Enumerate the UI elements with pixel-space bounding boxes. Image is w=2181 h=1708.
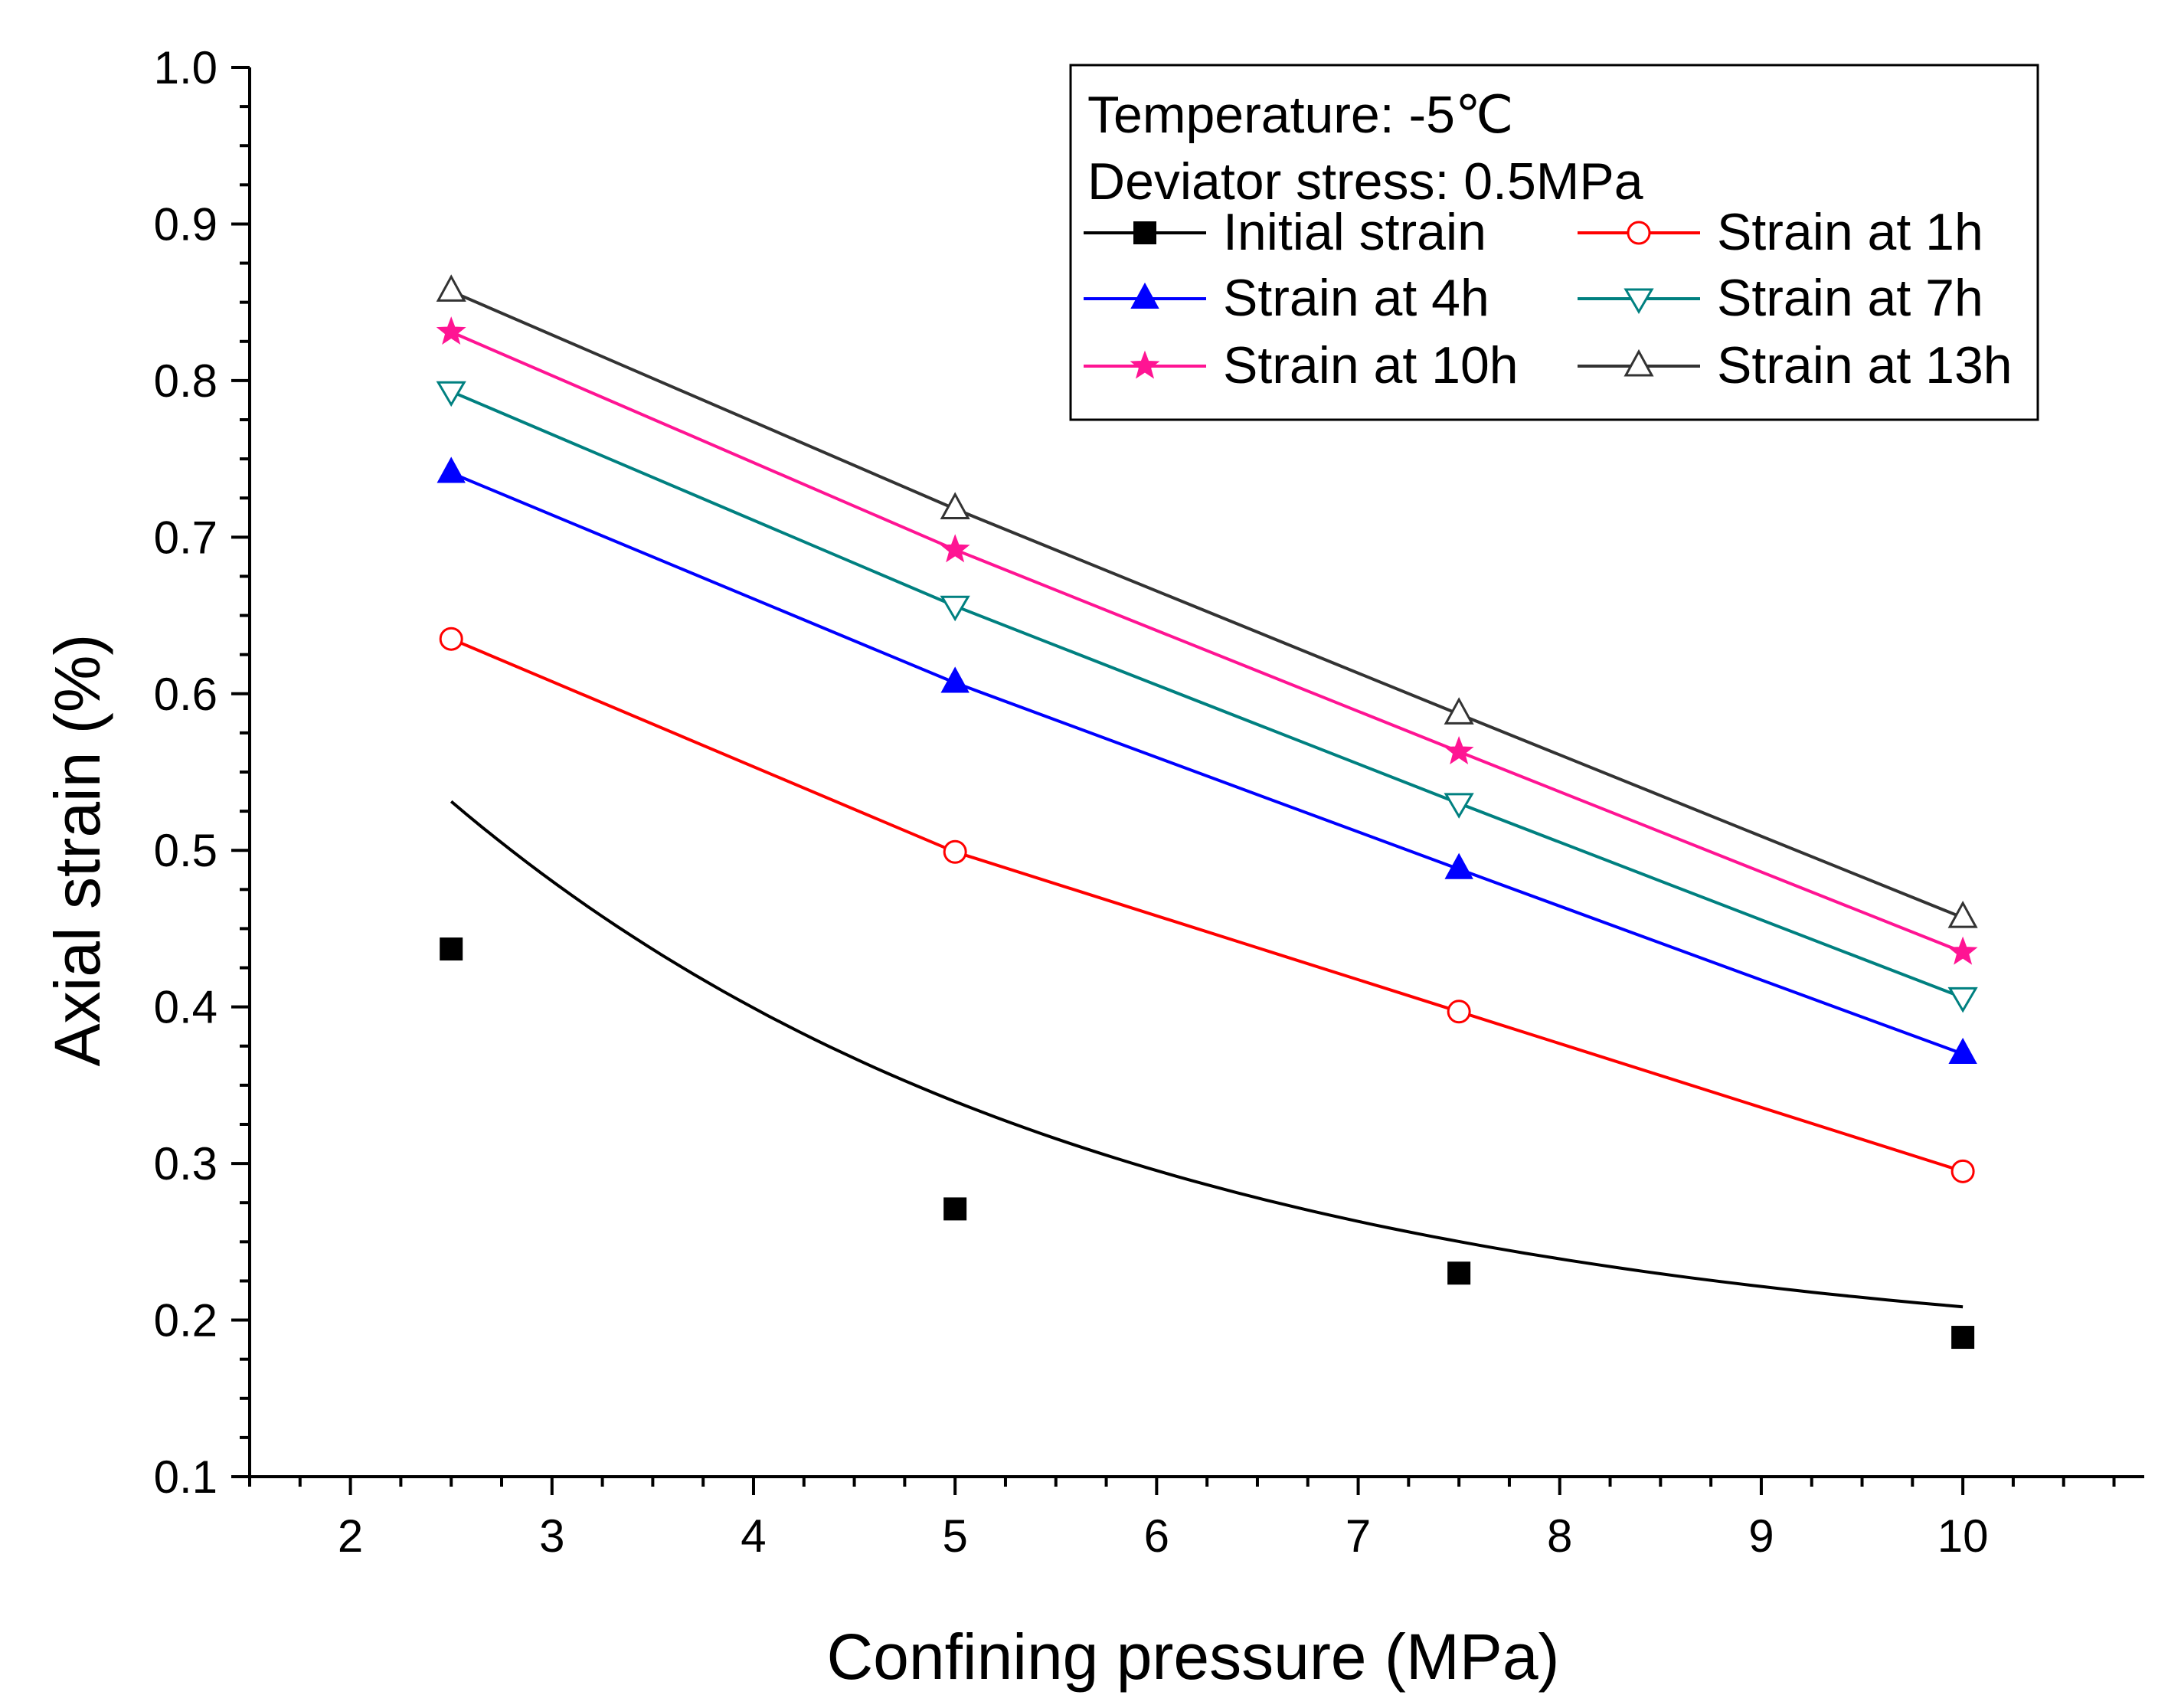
data-point	[943, 1197, 967, 1221]
legend-entry: Strain at 13h	[1578, 336, 2013, 394]
y-tick-label: 1.0	[154, 42, 217, 93]
y-tick-label: 0.5	[154, 825, 217, 876]
y-tick-label: 0.7	[154, 512, 217, 563]
data-point	[1447, 1261, 1471, 1285]
legend-marker	[1627, 221, 1651, 245]
legend-marker	[1623, 288, 1654, 314]
legend-label: Strain at 13h	[1717, 336, 2013, 394]
legend-marker	[1623, 348, 1654, 377]
legend-entry: Strain at 7h	[1578, 269, 1983, 327]
data-point	[940, 534, 970, 563]
series-line	[450, 800, 1964, 1309]
series-layer	[436, 274, 1978, 1350]
legend-entry: Initial strain	[1084, 203, 1486, 261]
series-strain-at-7h	[436, 381, 1978, 1013]
x-tick-label: 4	[741, 1510, 766, 1562]
y-tick-label: 0.2	[154, 1295, 217, 1346]
data-point	[1947, 936, 1978, 965]
y-tick-label: 0.4	[154, 982, 217, 1033]
x-tick-label: 8	[1547, 1510, 1572, 1562]
data-point	[940, 595, 970, 622]
data-point	[439, 627, 463, 651]
legend-label: Strain at 10h	[1223, 336, 1519, 394]
data-point	[436, 274, 466, 302]
x-tick-label: 6	[1144, 1510, 1169, 1562]
data-point	[1948, 1037, 1977, 1064]
series-initial-strain	[440, 800, 1975, 1350]
series-line	[450, 290, 1964, 919]
data-point	[943, 839, 967, 864]
data-point	[1947, 901, 1978, 928]
legend-label: Strain at 4h	[1223, 269, 1489, 327]
series-line	[450, 637, 1964, 1173]
data-point	[1444, 793, 1474, 819]
x-tick-label: 2	[338, 1510, 363, 1562]
x-tick-label: 9	[1748, 1510, 1774, 1562]
series-strain-at-4h	[437, 456, 1977, 1064]
data-point	[940, 492, 970, 520]
y-axis-title: Axial strain (%)	[41, 634, 113, 1067]
data-point	[1950, 1159, 1975, 1183]
data-point	[440, 937, 463, 961]
legend-label: Initial strain	[1223, 203, 1486, 261]
legend-entry: Strain at 4h	[1084, 269, 1489, 327]
series-line	[450, 390, 1964, 1000]
data-point	[1951, 1326, 1975, 1350]
x-axis-title: Confining pressure (MPa)	[826, 1621, 1559, 1693]
legend-marker	[1130, 350, 1160, 379]
data-point	[437, 456, 466, 483]
x-tick-label: 10	[1937, 1510, 1989, 1562]
series-line	[450, 330, 1964, 954]
x-tick-label: 3	[539, 1510, 564, 1562]
data-point	[940, 666, 970, 693]
y-tick-label: 0.8	[154, 355, 217, 407]
legend-annotation-temperature: Temperature: -5℃	[1087, 86, 1513, 144]
data-point	[436, 316, 466, 345]
x-tick-label: 5	[942, 1510, 967, 1562]
y-tick-label: 0.6	[154, 669, 217, 720]
series-strain-at-10h	[436, 316, 1978, 965]
data-point	[436, 381, 466, 407]
data-point	[1444, 697, 1474, 725]
series-line	[450, 471, 1964, 1055]
legend: Temperature: -5℃ Deviator stress: 0.5MPa…	[1069, 64, 2039, 421]
legend-marker	[1130, 282, 1159, 309]
y-tick-label: 0.3	[154, 1138, 217, 1189]
legend-marker	[1133, 221, 1156, 244]
legend-label: Strain at 7h	[1717, 269, 1983, 327]
axes: 2 3 4 5 6 7 8 9 10 0.1 0.2 0.3 0.4 0.5 0.6 0.7 0.8 0.9 1.0	[154, 42, 2144, 1562]
legend-label: Strain at 1h	[1717, 203, 1983, 261]
data-point	[1447, 1000, 1471, 1024]
legend-entry: Strain at 1h	[1578, 203, 1983, 261]
y-tick-label: 0.1	[154, 1451, 217, 1503]
legend-entry: Strain at 10h	[1084, 336, 1519, 394]
legend-annotation-deviator-stress: Deviator stress: 0.5MPa	[1087, 152, 1643, 211]
y-tick-label: 0.9	[154, 198, 217, 250]
x-tick-label: 7	[1346, 1510, 1371, 1562]
series-strain-at-1h	[439, 627, 1975, 1183]
data-point	[1444, 852, 1473, 879]
series-strain-at-13h	[436, 274, 1978, 928]
data-point	[1947, 987, 1978, 1013]
legend-entries: Initial strain Strain at 1h Strain at 4h St…	[1084, 203, 2013, 394]
legend-box	[1069, 64, 2039, 421]
data-point	[1444, 735, 1474, 764]
